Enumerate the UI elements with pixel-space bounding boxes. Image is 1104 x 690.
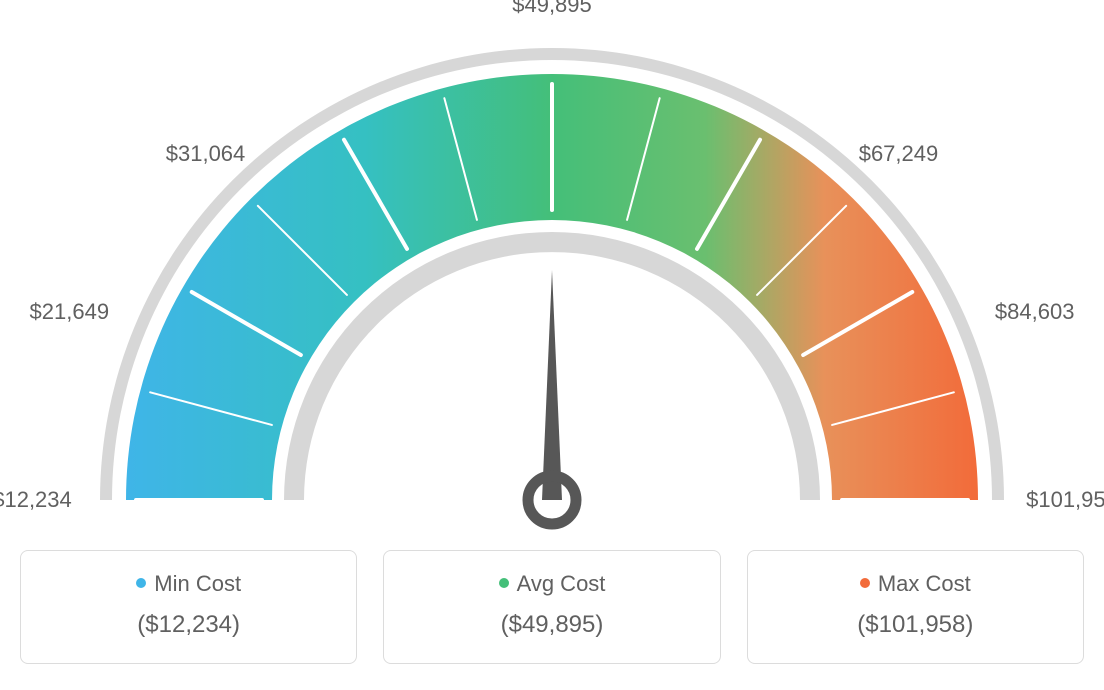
legend-title-max: Max Cost <box>758 571 1073 597</box>
gauge-tick-label: $49,895 <box>512 0 592 18</box>
legend-label: Avg Cost <box>517 571 606 596</box>
legend-row: Min Cost ($12,234) Avg Cost ($49,895) Ma… <box>20 550 1084 664</box>
legend-title-avg: Avg Cost <box>394 571 709 597</box>
legend-value-min: ($12,234) <box>31 611 346 639</box>
cost-gauge: $12,234$21,649$31,064$49,895$67,249$84,6… <box>20 20 1084 540</box>
legend-card-min: Min Cost ($12,234) <box>20 550 357 664</box>
legend-label: Min Cost <box>154 571 241 596</box>
dot-icon <box>860 578 870 588</box>
legend-card-avg: Avg Cost ($49,895) <box>383 550 720 664</box>
legend-title-min: Min Cost <box>31 571 346 597</box>
gauge-tick-label: $67,249 <box>859 141 939 167</box>
gauge-tick-label: $101,958 <box>1026 487 1104 513</box>
legend-value-avg: ($49,895) <box>394 611 709 639</box>
dot-icon <box>499 578 509 588</box>
legend-value-max: ($101,958) <box>758 611 1073 639</box>
gauge-tick-label: $84,603 <box>995 299 1075 325</box>
gauge-tick-label: $21,649 <box>30 299 110 325</box>
legend-card-max: Max Cost ($101,958) <box>747 550 1084 664</box>
legend-label: Max Cost <box>878 571 971 596</box>
gauge-tick-label: $12,234 <box>0 487 72 513</box>
gauge-svg <box>20 20 1084 540</box>
gauge-tick-label: $31,064 <box>166 141 246 167</box>
dot-icon <box>136 578 146 588</box>
